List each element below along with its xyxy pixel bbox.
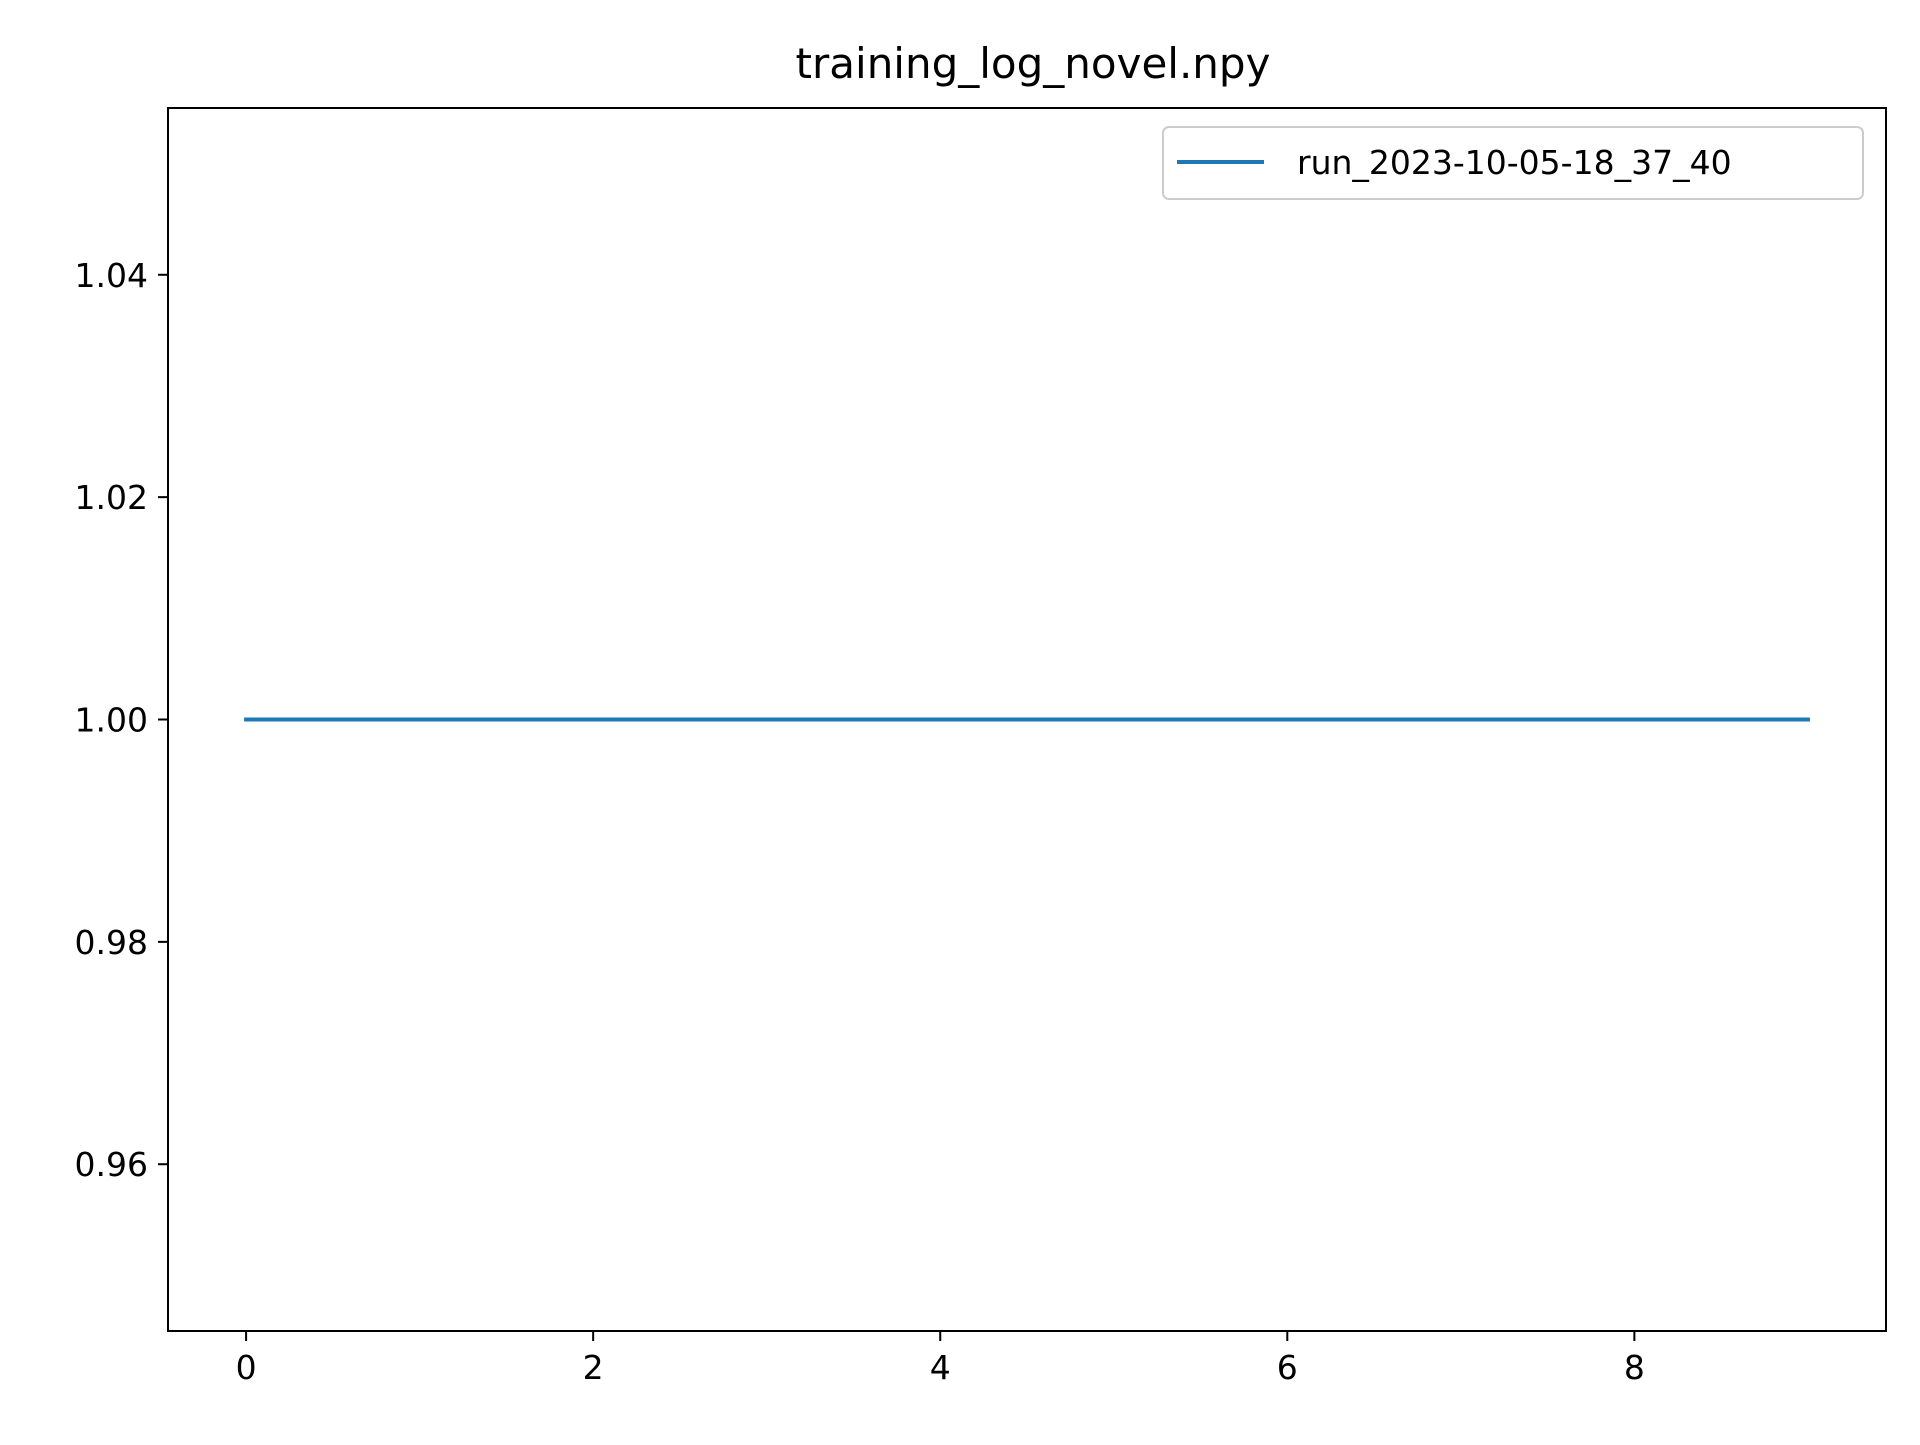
axes-frame	[167, 107, 1887, 1332]
y-tick-label: 0.96	[75, 1145, 148, 1184]
legend: run_2023-10-05-18_37_40	[1162, 126, 1864, 200]
y-tick-label: 0.98	[75, 923, 148, 962]
legend-label: run_2023-10-05-18_37_40	[1297, 143, 1732, 182]
chart-title: training_log_novel.npy	[796, 39, 1271, 88]
x-tick-label: 2	[583, 1348, 604, 1387]
y-axis: 0.96 0.98 1.00 1.02 1.04	[75, 256, 168, 1184]
y-tick-label: 1.00	[75, 701, 148, 740]
y-tick-label: 1.04	[75, 256, 148, 295]
x-axis: 0 2 4 6 8	[236, 1331, 1645, 1387]
y-tick-label: 1.02	[75, 478, 148, 517]
x-tick-label: 8	[1624, 1348, 1645, 1387]
x-tick-label: 0	[236, 1348, 257, 1387]
legend-box	[1162, 126, 1864, 200]
x-tick-label: 4	[930, 1348, 951, 1387]
x-tick-label: 6	[1277, 1348, 1298, 1387]
